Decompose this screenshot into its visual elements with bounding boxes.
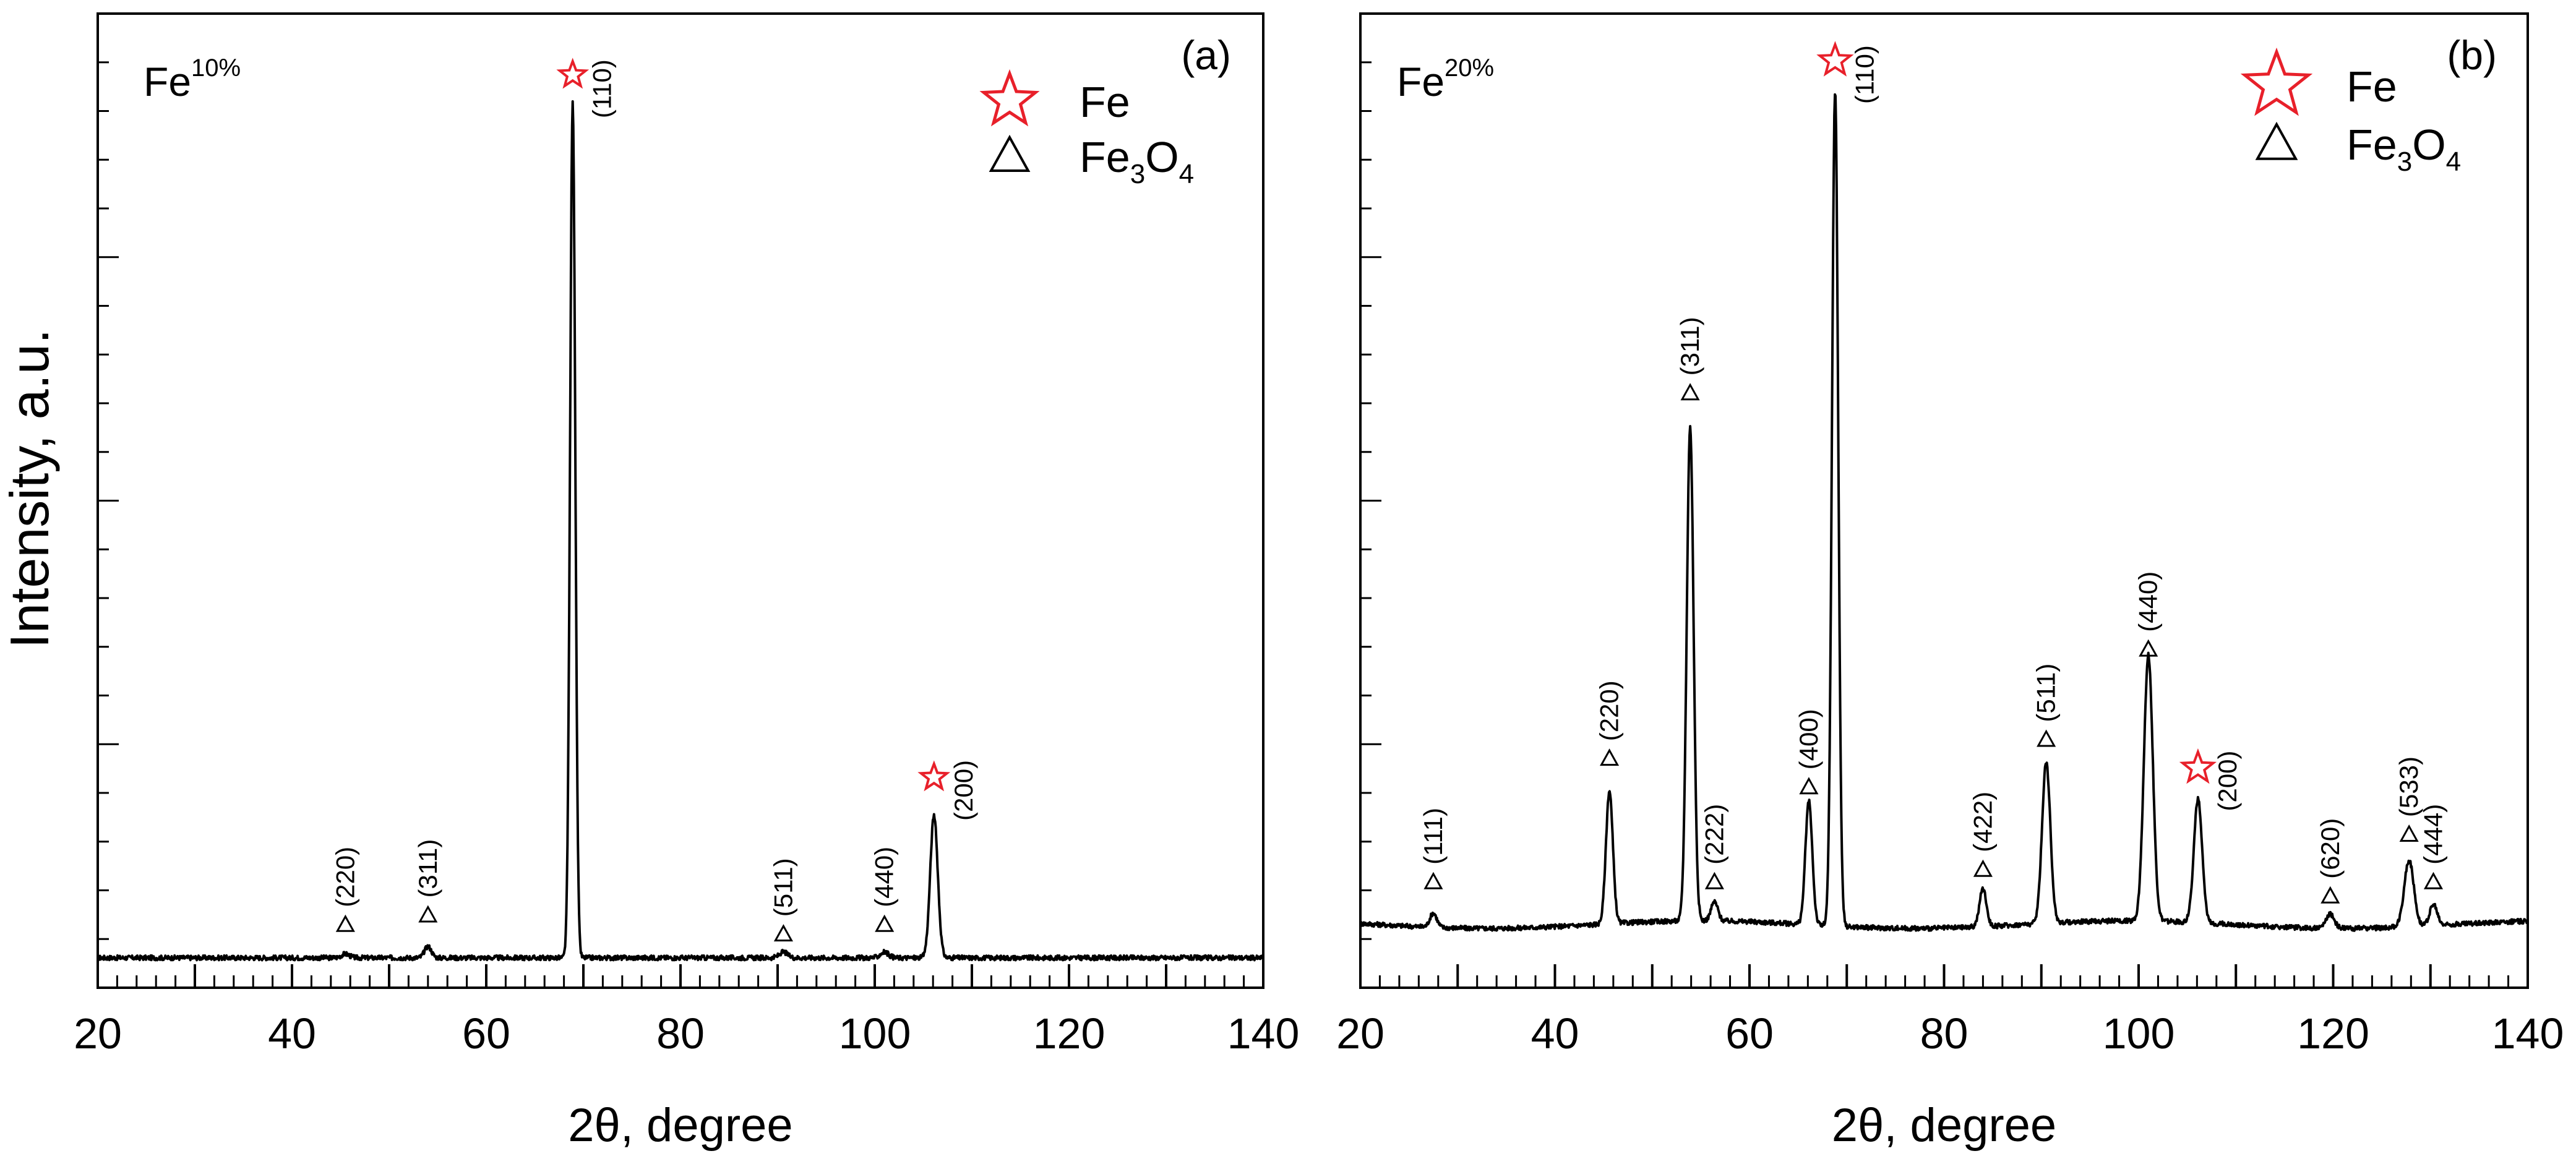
x-tick-label: 120	[1033, 1009, 1106, 1058]
legend-fe3o4-triangle-icon	[2255, 121, 2298, 160]
panel-b: 20 40 60 80 100 120 140 2θ, degree (b) Fe20% (111)…	[1336, 12, 2564, 1152]
x-tick-label: 40	[1531, 1009, 1579, 1058]
fe-peak-star-marker	[917, 760, 951, 792]
x-tick-label: 140	[2492, 1009, 2564, 1058]
x-tick-label: 60	[462, 1009, 510, 1058]
peak-hkl-label: (444)	[2418, 804, 2447, 865]
peak-hkl-label: (110)	[1850, 45, 1879, 104]
peak-hkl-label: (220)	[330, 847, 359, 907]
fe3o4-peak-triangle-marker	[1973, 859, 1993, 877]
x-axis-title: 2θ, degree	[568, 1099, 792, 1152]
fe-peak-star-marker	[556, 58, 590, 89]
fe3o4-peak-triangle-marker	[2399, 824, 2419, 842]
sample-label: Fe10%	[144, 54, 241, 105]
panel-letter: (b)	[2447, 32, 2497, 78]
fe3o4-peak-triangle-marker	[2139, 639, 2158, 657]
fe3o4-peak-triangle-marker	[1680, 383, 1700, 401]
peak-hkl-label: (440)	[870, 847, 899, 907]
x-tick-label: 40	[268, 1009, 316, 1058]
panel-a: 20 40 60 80 100 120 140 2θ, degree (a) Fe10% (220)…	[74, 12, 1300, 1152]
peak-hkl-label: (511)	[768, 858, 797, 917]
fe3o4-peak-triangle-marker	[1423, 871, 1443, 889]
legend-fe-star-icon	[979, 69, 1040, 127]
peak-hkl-label: (620)	[2316, 818, 2345, 879]
x-tick-label: 80	[656, 1009, 705, 1058]
peak-hkl-label: (311)	[1675, 317, 1704, 375]
x-axis-title: 2θ, degree	[1832, 1099, 2056, 1152]
x-tick-label: 120	[2297, 1009, 2369, 1058]
fe3o4-peak-triangle-marker	[2037, 729, 2056, 747]
peak-hkl-label: (111)	[1419, 808, 1448, 865]
fe3o4-peak-triangle-marker	[2321, 886, 2340, 904]
x-tick-label: 100	[2103, 1009, 2175, 1058]
x-tick-label: 20	[74, 1009, 122, 1058]
fe3o4-peak-triangle-marker	[418, 905, 438, 923]
fe3o4-peak-triangle-marker	[1704, 871, 1724, 889]
peak-hkl-label: (200)	[949, 760, 978, 821]
peak-hkl-label: (311)	[413, 839, 442, 898]
diffraction-curve	[1359, 93, 2528, 932]
fe3o4-peak-triangle-marker	[875, 914, 895, 932]
x-tick-label: 80	[1920, 1009, 1968, 1058]
peak-hkl-label: (440)	[2134, 571, 2163, 632]
x-tick-label: 60	[1725, 1009, 1774, 1058]
fe3o4-peak-triangle-marker	[773, 924, 793, 942]
peak-hkl-label: (222)	[1699, 804, 1728, 865]
legend-fe-label: Fe	[2346, 62, 2397, 111]
peak-hkl-label: (511)	[2032, 664, 2061, 722]
peak-hkl-label: (533)	[2394, 756, 2423, 817]
fe-peak-star-marker	[2179, 748, 2217, 784]
y-axis-title: Intensity, a.u.	[0, 329, 60, 649]
peak-hkl-label: (400)	[1794, 709, 1823, 769]
legend-fe3o4-triangle-icon	[989, 134, 1031, 172]
fe3o4-peak-triangle-marker	[2423, 871, 2444, 889]
peak-hkl-label: (200)	[2213, 751, 2242, 811]
fe3o4-peak-triangle-marker	[1799, 777, 1819, 795]
x-tick-label: 100	[839, 1009, 911, 1058]
peak-hkl-label: (220)	[1595, 680, 1624, 741]
fe-peak-star-marker	[1816, 41, 1854, 77]
legend-fe3o4-label: Fe3O4	[1080, 133, 1194, 189]
fe3o4-peak-triangle-marker	[1600, 748, 1620, 766]
legend-fe3o4-label: Fe3O4	[2346, 121, 2461, 177]
peak-hkl-label: (422)	[1968, 792, 1997, 852]
x-tick-label: 140	[1227, 1009, 1300, 1058]
legend-fe-label: Fe	[1080, 78, 1130, 126]
diffraction-curve	[97, 100, 1264, 962]
legend-fe-star-icon	[2240, 47, 2313, 116]
sample-label: Fe20%	[1397, 54, 1494, 105]
peak-hkl-label: (110)	[588, 59, 617, 118]
fe3o4-peak-triangle-marker	[335, 914, 355, 932]
x-tick-label: 20	[1336, 1009, 1385, 1058]
panel-letter: (a)	[1181, 32, 1231, 78]
